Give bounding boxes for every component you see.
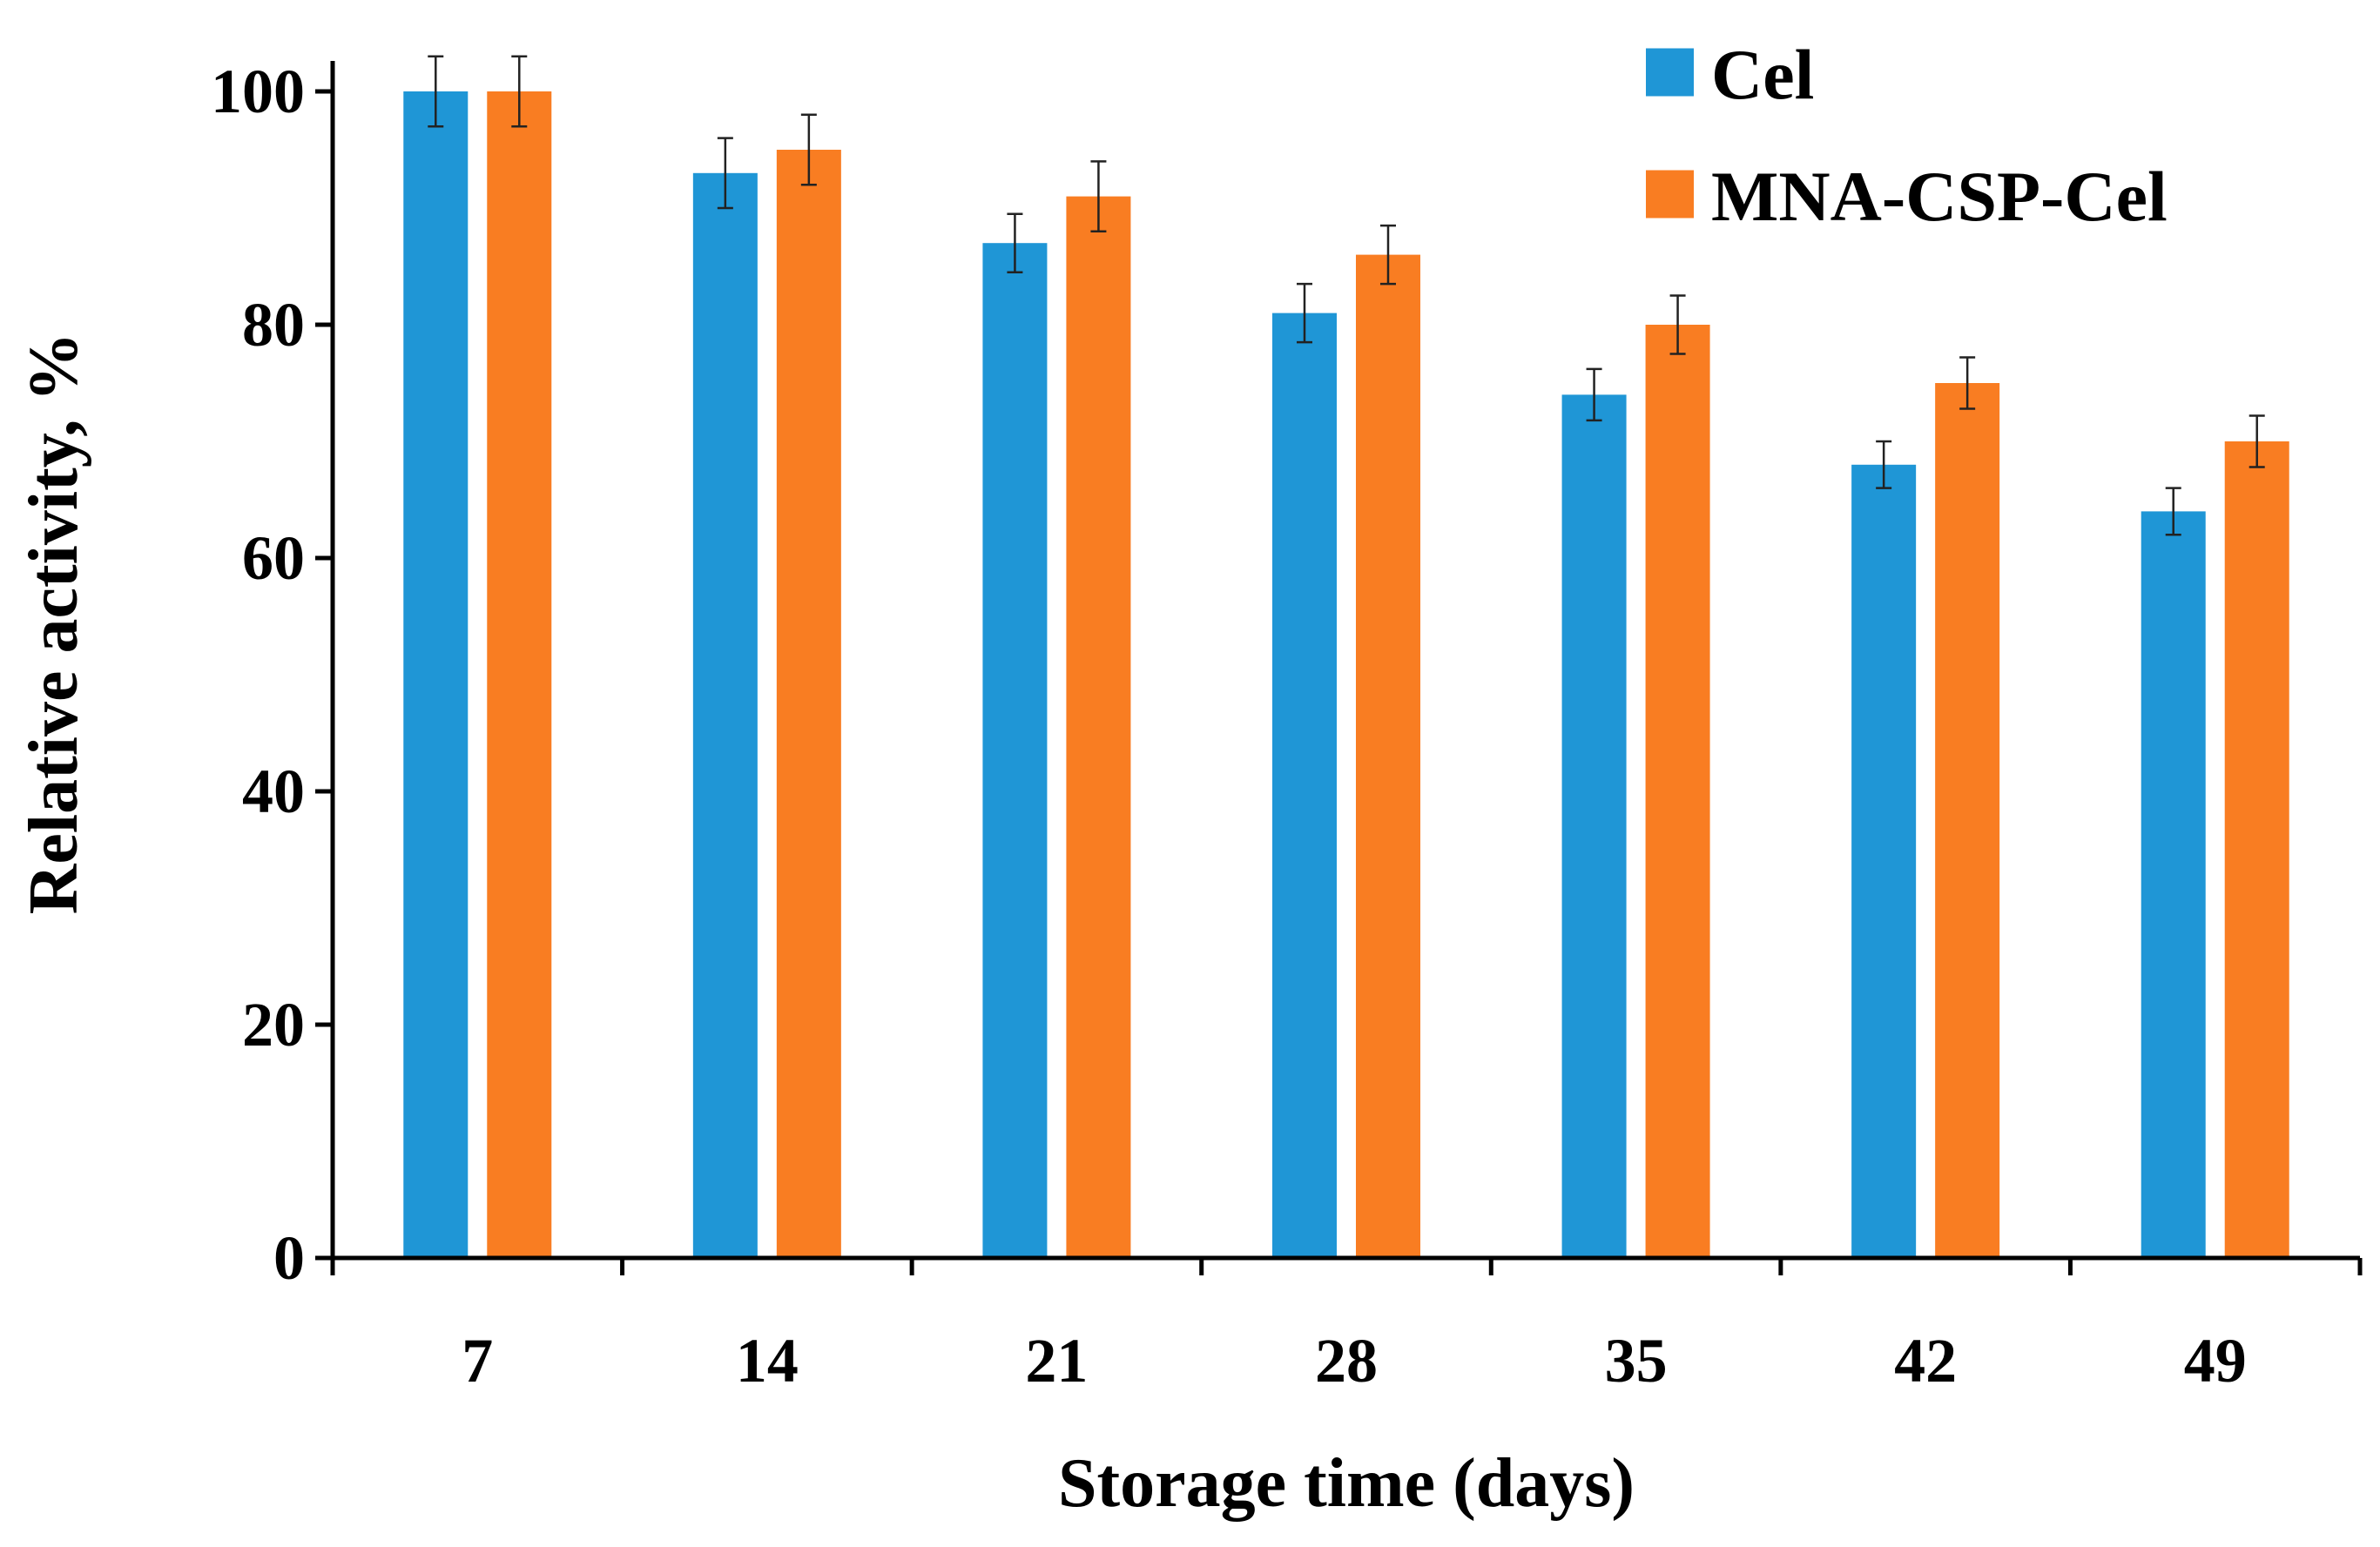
legend-label-cel: Cel: [1711, 35, 1814, 114]
x-tick-label: 14: [736, 1326, 799, 1396]
bar-cel: [1851, 464, 1917, 1258]
bar-cel: [1272, 313, 1337, 1259]
bars-layer: [403, 91, 2289, 1259]
y-tick-label: 0: [273, 1223, 305, 1293]
axes-layer: [315, 61, 2360, 1261]
bar-cel: [692, 172, 758, 1258]
x-tick-label: 42: [1894, 1326, 1957, 1396]
y-axis-title: Relative activity, %: [16, 333, 92, 915]
x-tick-label: 28: [1315, 1326, 1378, 1396]
y-tick-label: 80: [242, 290, 305, 360]
bar-mna-csp-cel: [1356, 254, 1420, 1259]
bar-mna-csp-cel: [1645, 325, 1710, 1258]
bar-mna-csp-cel: [776, 150, 841, 1258]
bar-mna-csp-cel: [2224, 441, 2289, 1258]
bar-cel: [403, 91, 469, 1258]
bar-cel: [982, 243, 1048, 1259]
bar-mna-csp-cel: [487, 91, 552, 1258]
x-axis-title: Storage time (days): [1058, 1445, 1635, 1522]
legend-label-mna-csp-cel: MNA-CSP-Cel: [1711, 157, 2168, 236]
x-tick-label: 35: [1605, 1326, 1668, 1396]
y-tick-label: 20: [242, 990, 305, 1059]
legend-swatch-cel: [1646, 48, 1694, 97]
x-tick-label: 7: [462, 1326, 493, 1396]
y-tick-label: 60: [242, 523, 305, 593]
legend-swatch-mna-csp-cel: [1646, 170, 1694, 219]
bar-mna-csp-cel: [1066, 196, 1131, 1259]
x-tick-label: 21: [1025, 1326, 1088, 1396]
legend: Cel MNA-CSP-Cel: [1646, 35, 2168, 236]
x-tick-label: 49: [2184, 1326, 2247, 1396]
bar-cel: [2141, 511, 2206, 1258]
bar-mna-csp-cel: [1935, 383, 2000, 1258]
bar-cel: [1561, 394, 1627, 1258]
y-tick-label: 100: [211, 57, 305, 126]
ticks-layer: 0 20 40 60 80 100 7 14 21 28 35 42 49: [211, 57, 2363, 1396]
y-tick-label: 40: [242, 757, 305, 826]
error-bars-layer: [428, 55, 2265, 536]
